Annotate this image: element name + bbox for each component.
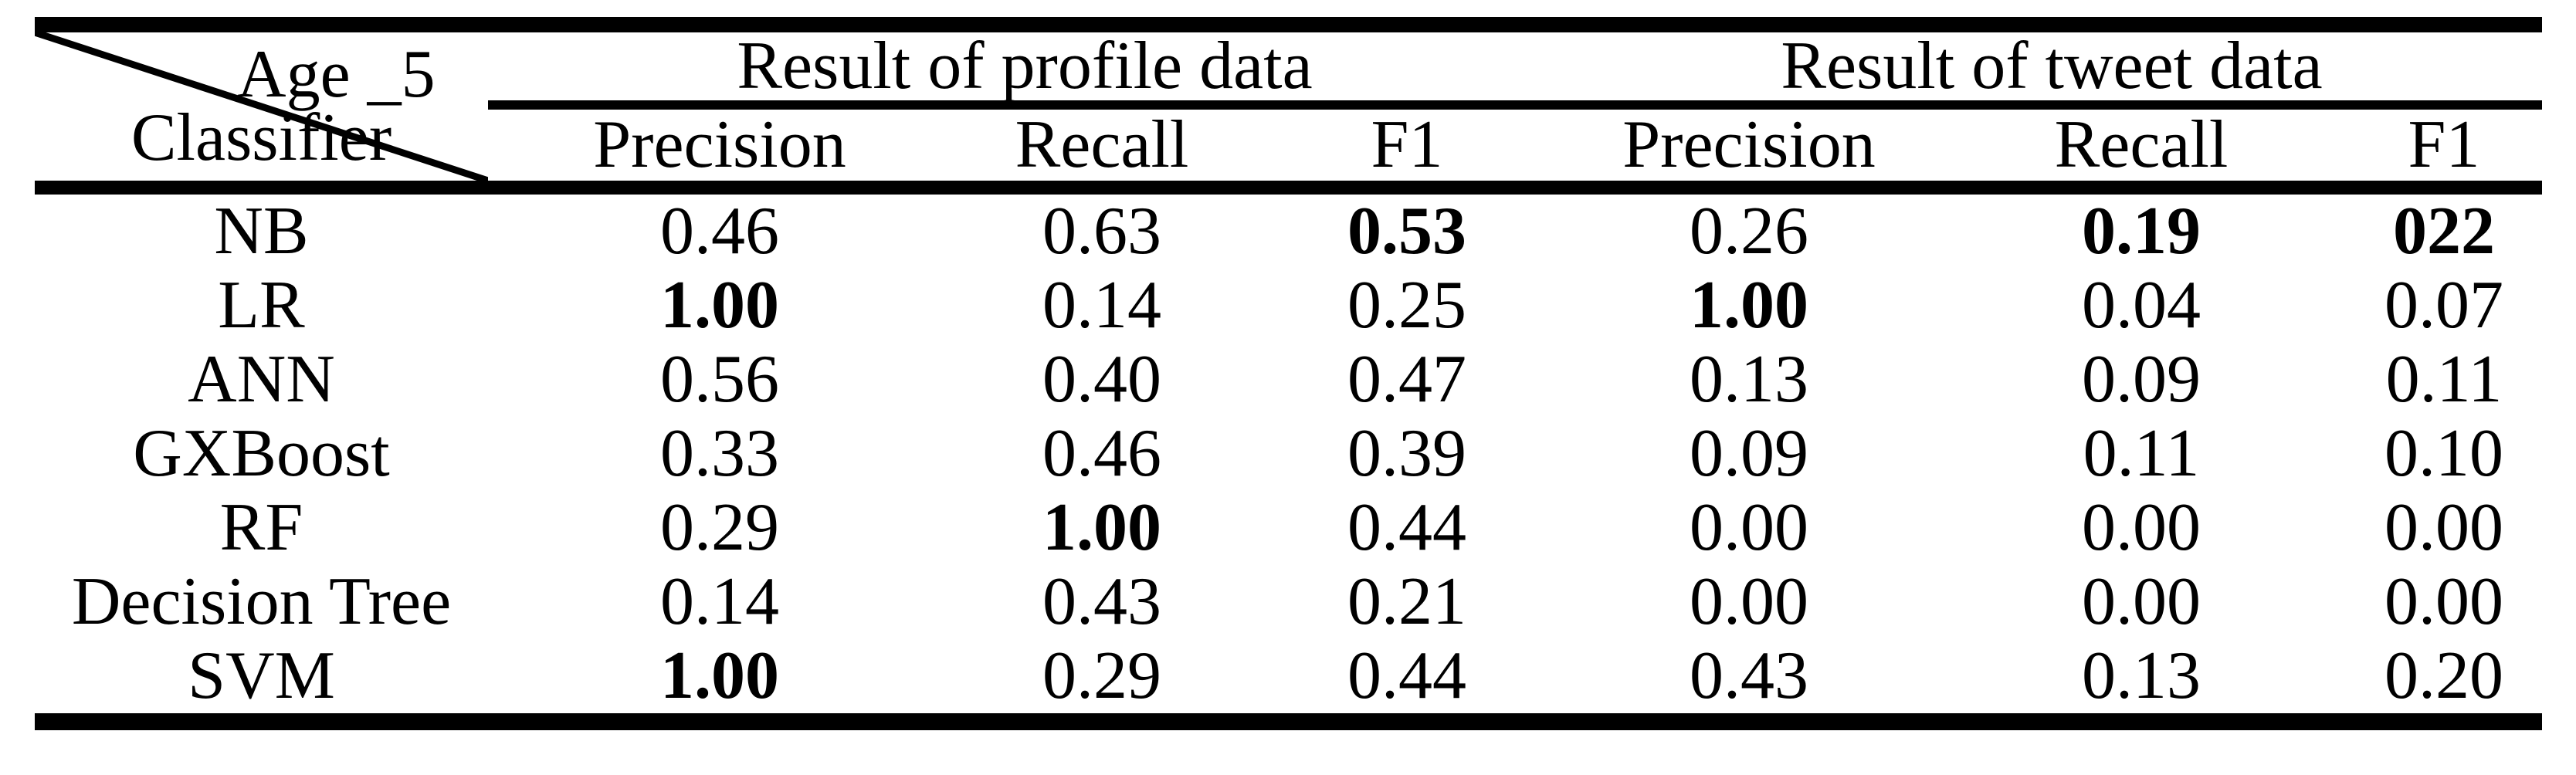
column-header-tweet-recall: Recall	[2054, 107, 2229, 182]
value-cell: 0.13	[1690, 342, 1808, 417]
value-cell: 022	[2393, 194, 2495, 269]
value-cell: 0.09	[1690, 416, 1808, 491]
classifier-cell: GXBoost	[133, 416, 390, 491]
value-cell: 0.11	[2083, 416, 2200, 491]
value-cell: 0.00	[2384, 564, 2503, 639]
value-cell: 0.00	[2384, 490, 2503, 565]
column-header-tweet-precision: Precision	[1622, 107, 1876, 182]
value-cell: 0.04	[2082, 268, 2201, 343]
value-cell: 1.00	[660, 638, 779, 713]
value-cell: 0.20	[2384, 638, 2503, 713]
value-cell: 0.29	[660, 490, 779, 565]
value-cell: 0.09	[2082, 342, 2201, 417]
value-cell: 0.43	[1042, 564, 1161, 639]
classifier-cell: Decision Tree	[71, 564, 452, 639]
results-table: Age _5 Classifier Result of profile data…	[35, 17, 2542, 730]
value-cell: 0.46	[1042, 416, 1161, 491]
value-cell: 0.44	[1347, 490, 1466, 565]
value-cell: 0.00	[2082, 490, 2201, 565]
value-cell: 0.47	[1347, 342, 1466, 417]
value-cell: 0.14	[1042, 268, 1161, 343]
top-rule	[35, 17, 2542, 32]
classifier-cell: RF	[219, 490, 303, 565]
value-cell: 0.19	[2082, 194, 2201, 269]
value-cell: 0.33	[660, 416, 779, 491]
classifier-cell: NB	[214, 194, 309, 269]
value-cell: 0.00	[2082, 564, 2201, 639]
classifier-cell: ANN	[188, 342, 335, 417]
value-cell: 0.07	[2384, 268, 2503, 343]
value-cell: 0.39	[1347, 416, 1466, 491]
value-cell: 0.53	[1347, 194, 1466, 269]
column-header-profile-precision: Precision	[593, 107, 846, 182]
bottom-rule	[35, 713, 2542, 730]
header-separator-rule	[35, 181, 2542, 195]
value-cell: 0.00	[1690, 490, 1808, 565]
value-cell: 1.00	[1042, 490, 1161, 565]
group-header-underline-rule	[488, 100, 2542, 110]
value-cell: 0.40	[1042, 342, 1161, 417]
column-header-tweet-f1: F1	[2408, 107, 2480, 182]
value-cell: 0.13	[2082, 638, 2201, 713]
value-cell: 0.56	[660, 342, 779, 417]
value-cell: 0.44	[1347, 638, 1466, 713]
column-header-profile-recall: Recall	[1015, 107, 1189, 182]
value-cell: 1.00	[660, 268, 779, 343]
value-cell: 0.10	[2384, 416, 2503, 491]
value-cell: 0.21	[1347, 564, 1466, 639]
value-cell: 0.26	[1690, 194, 1808, 269]
column-header-profile-f1: F1	[1371, 107, 1443, 182]
value-cell: 0.11	[2385, 342, 2503, 417]
value-cell: 0.25	[1347, 268, 1466, 343]
value-cell: 0.46	[660, 194, 779, 269]
value-cell: 0.14	[660, 564, 779, 639]
value-cell: 0.43	[1690, 638, 1808, 713]
group-header-profile: Result of profile data	[737, 29, 1313, 103]
value-cell: 1.00	[1690, 268, 1808, 343]
value-cell: 0.00	[1690, 564, 1808, 639]
classifier-cell: LR	[218, 268, 305, 343]
classifier-cell: SVM	[188, 638, 335, 713]
value-cell: 0.63	[1042, 194, 1161, 269]
group-header-tweet: Result of tweet data	[1781, 29, 2323, 103]
value-cell: 0.29	[1042, 638, 1161, 713]
corner-bottom-label: Classifier	[130, 100, 392, 175]
corner-top-label: Age _5	[237, 36, 436, 112]
diagonal-divider-line	[35, 32, 488, 181]
corner-diagonal-cell: Age _5 Classifier	[35, 32, 488, 181]
